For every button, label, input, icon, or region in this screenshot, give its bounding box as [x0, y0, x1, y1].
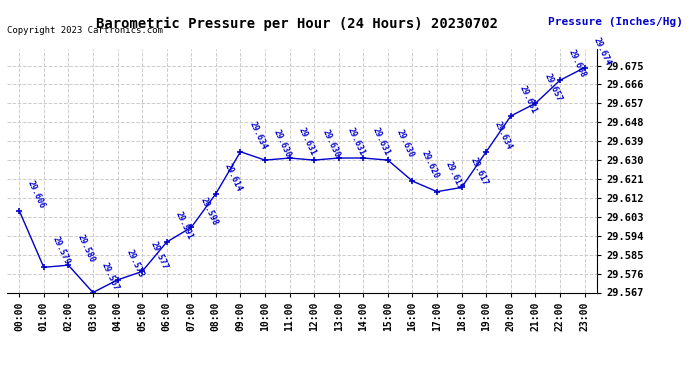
Text: 29.631: 29.631	[346, 126, 366, 157]
Text: 29.630: 29.630	[395, 128, 415, 159]
Text: 29.614: 29.614	[223, 162, 244, 193]
Text: 29.634: 29.634	[493, 120, 514, 151]
Text: 29.630: 29.630	[321, 128, 342, 159]
Text: 29.606: 29.606	[26, 179, 47, 210]
Text: 29.631: 29.631	[297, 126, 317, 157]
Text: Copyright 2023 Cartronics.com: Copyright 2023 Cartronics.com	[7, 26, 163, 35]
Text: 29.615: 29.615	[444, 160, 465, 191]
Text: 29.657: 29.657	[542, 72, 563, 103]
Text: 29.598: 29.598	[198, 196, 219, 226]
Text: 29.634: 29.634	[248, 120, 268, 151]
Text: 29.591: 29.591	[174, 210, 195, 241]
Text: 29.630: 29.630	[272, 128, 293, 159]
Text: 29.674: 29.674	[591, 36, 612, 67]
Text: 29.567: 29.567	[100, 261, 121, 292]
Text: 29.573: 29.573	[124, 248, 146, 279]
Text: 29.651: 29.651	[518, 84, 539, 115]
Text: 29.668: 29.668	[567, 48, 588, 80]
Text: 29.620: 29.620	[420, 149, 440, 180]
Text: Pressure (Inches/Hg): Pressure (Inches/Hg)	[548, 17, 683, 27]
Text: Barometric Pressure per Hour (24 Hours) 20230702: Barometric Pressure per Hour (24 Hours) …	[96, 17, 497, 31]
Text: 29.580: 29.580	[75, 233, 96, 264]
Text: 29.631: 29.631	[371, 126, 391, 157]
Text: 29.577: 29.577	[149, 240, 170, 271]
Text: 29.579: 29.579	[51, 236, 72, 267]
Text: 29.617: 29.617	[469, 156, 489, 187]
